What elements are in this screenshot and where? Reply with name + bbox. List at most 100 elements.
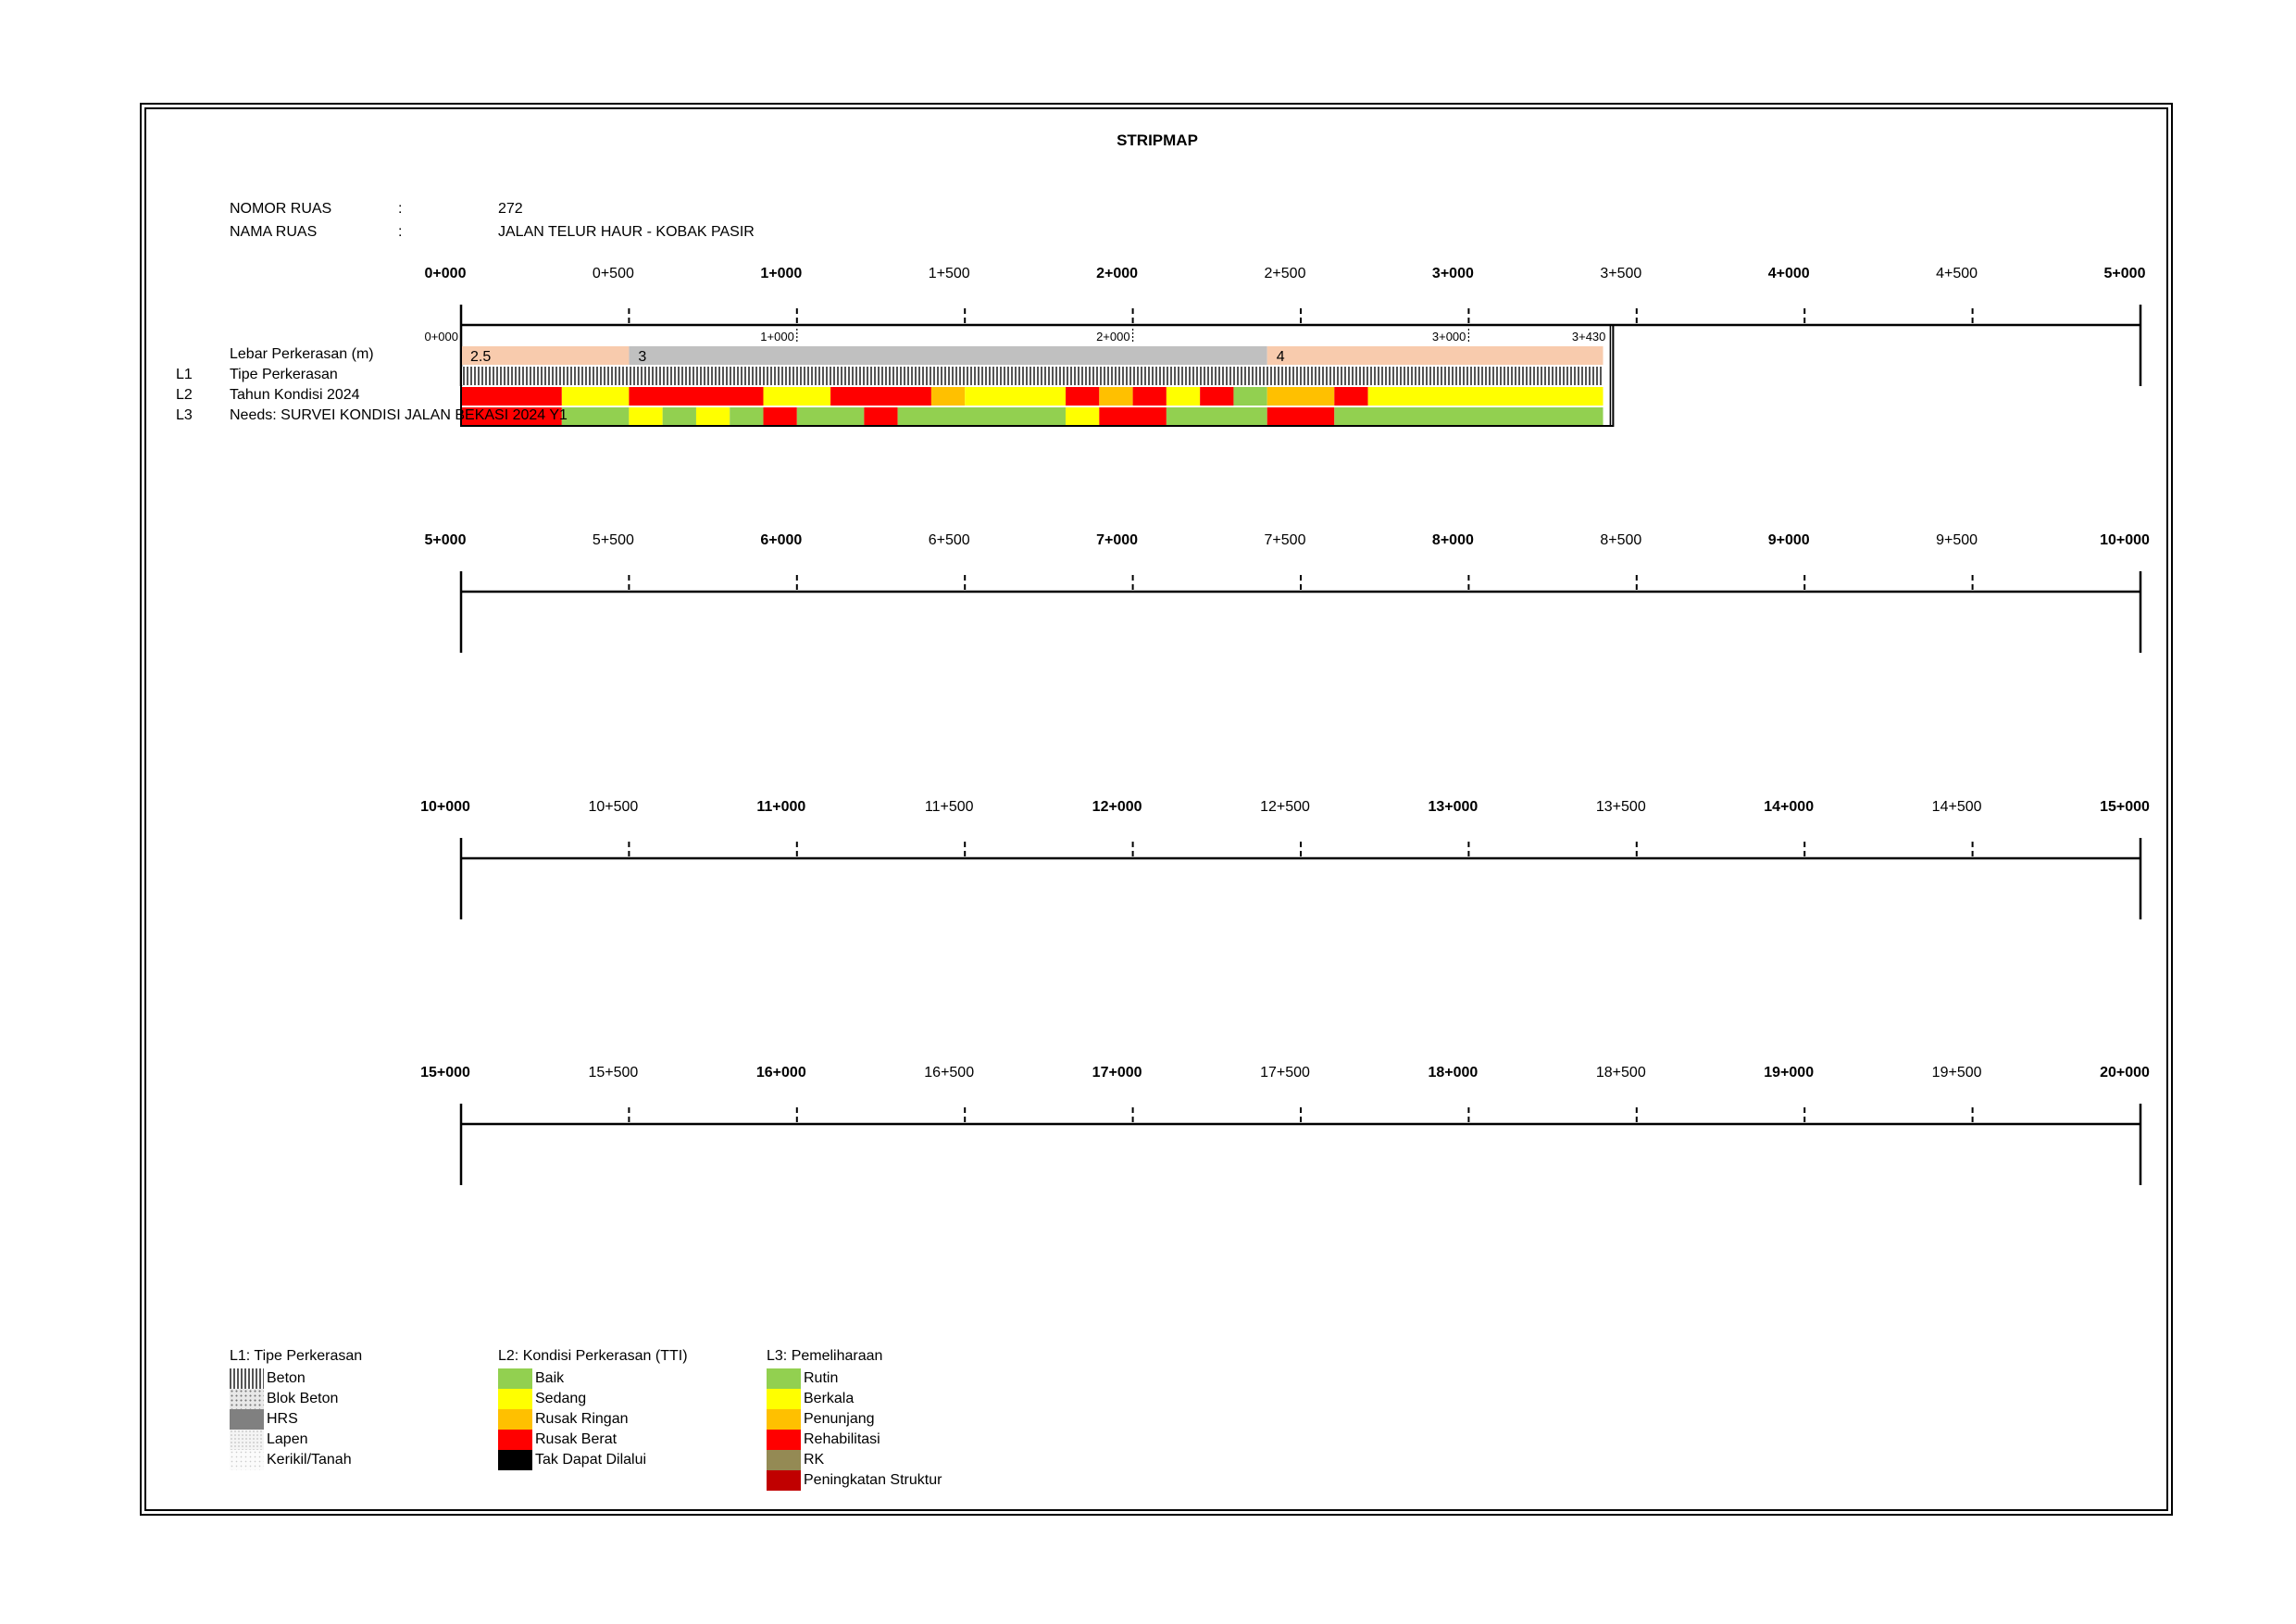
legend-swatch: [767, 1470, 801, 1491]
legend-label: Tak Dapat Dilalui: [535, 1452, 647, 1468]
legend-swatch: [767, 1368, 801, 1389]
legend-label: Rehabilitasi: [804, 1431, 880, 1447]
legend-label: Berkala: [804, 1391, 855, 1406]
l2-segment: [930, 387, 966, 406]
lebar-segment: [629, 346, 1267, 365]
l3-segment: [1066, 407, 1100, 426]
lebar-segment: [461, 346, 630, 365]
major-tick-label: 9+000: [1768, 532, 1810, 548]
l2-segment: [1233, 387, 1267, 406]
legend-swatch: [767, 1430, 801, 1450]
page-border-inner: [144, 107, 2168, 1511]
lebar-value-label: 3: [638, 349, 646, 365]
nama-ruas-label: NAMA RUAS: [230, 224, 318, 240]
lebar-value-label: 2.5: [470, 349, 491, 365]
major-tick-label: 11+000: [756, 799, 805, 815]
legend-l1-title: L1: Tipe Perkerasan: [230, 1348, 363, 1364]
segment-scale-label: 3+430: [1572, 330, 1606, 344]
row-code-l2: L2: [176, 387, 193, 403]
legend-label: Beton: [267, 1370, 306, 1386]
legend-swatch: [230, 1389, 264, 1409]
major-tick-label: 19+000: [1764, 1065, 1814, 1081]
nama-ruas-separator: :: [398, 224, 403, 240]
l3-segment: [730, 407, 764, 426]
minor-tick-label: 7+500: [1265, 532, 1306, 548]
scale-row-3: 10+000 11+000 12+000 13+000 14+000 15+000 10+5…: [420, 799, 2150, 919]
legend-item: HRS: [230, 1409, 461, 1430]
legend-item: Rutin: [767, 1368, 998, 1389]
l3-segment: [461, 407, 562, 426]
l2-segment: [1066, 387, 1100, 406]
legend-item: Blok Beton: [230, 1389, 461, 1409]
major-tick-label: 15+000: [2100, 799, 2150, 815]
legend-item: Rusak Berat: [498, 1430, 730, 1450]
major-tick-label: 15+000: [420, 1065, 470, 1081]
segment-scale-label: 0+000: [424, 330, 458, 344]
l3-segment: [897, 407, 1067, 426]
major-tick-label: 3+000: [1432, 266, 1474, 281]
legend-label: Baik: [535, 1370, 565, 1386]
segment-scale-label: 1+000: [760, 330, 794, 344]
minor-tick-label: 4+500: [1936, 266, 1978, 281]
legend-item: Beton: [230, 1368, 461, 1389]
l2-segment: [830, 387, 931, 406]
minor-tick-label: 6+500: [929, 532, 970, 548]
legend-label: HRS: [267, 1411, 298, 1427]
minor-tick-label: 3+500: [1600, 266, 1641, 281]
major-tick-label: 2+000: [1096, 266, 1138, 281]
l3-segment: [796, 407, 865, 426]
major-tick-label: 5+000: [2104, 266, 2146, 281]
nomor-ruas-separator: :: [398, 201, 403, 217]
legend-item: Rehabilitasi: [767, 1430, 998, 1450]
minor-tick-label: 13+500: [1596, 799, 1646, 815]
nama-ruas-value: JALAN TELUR HAUR - KOBAK PASIR: [498, 224, 755, 240]
legend-label: Rusak Berat: [535, 1431, 618, 1447]
legend-label: Kerikil/Tanah: [267, 1452, 352, 1468]
legend-label: Lapen: [267, 1431, 308, 1447]
legend-swatch: [498, 1430, 532, 1450]
row-label-l3: Needs: SURVEI KONDISI JALAN BEKASI 2024 …: [230, 407, 568, 423]
legend-label: Blok Beton: [267, 1391, 339, 1406]
legend-item: Rusak Ringan: [498, 1409, 730, 1430]
l2-segment: [1334, 387, 1368, 406]
minor-tick-label: 2+500: [1265, 266, 1306, 281]
minor-tick-label: 9+500: [1936, 532, 1978, 548]
lebar-segment: [1267, 346, 1603, 365]
legend-swatch: [767, 1450, 801, 1470]
legend-swatch: [230, 1430, 264, 1450]
page-title: STRIPMAP: [1117, 131, 1198, 149]
legend-swatch: [767, 1389, 801, 1409]
minor-tick-label: 5+500: [593, 532, 634, 548]
l3-segment: [1334, 407, 1603, 426]
minor-tick-label: 19+500: [1932, 1065, 1982, 1081]
segment-scale-label: 2+000: [1096, 330, 1130, 344]
minor-tick-label: 11+500: [925, 799, 974, 815]
major-tick-label: 18+000: [1428, 1065, 1478, 1081]
minor-tick-label: 16+500: [924, 1065, 974, 1081]
legend-swatch: [767, 1409, 801, 1430]
nomor-ruas-label: NOMOR RUAS: [230, 201, 332, 217]
l3-segment: [662, 407, 696, 426]
l2-segment: [461, 387, 562, 406]
legend-swatch: [498, 1389, 532, 1409]
legend-item: Penunjang: [767, 1409, 998, 1430]
row-label-lebar: Lebar Perkerasan (m): [230, 346, 374, 362]
major-tick-label: 4+000: [1768, 266, 1810, 281]
l3-segment: [763, 407, 797, 426]
major-tick-label: 10+000: [420, 799, 470, 815]
legend-item: RK: [767, 1450, 998, 1470]
minor-tick-label: 17+500: [1260, 1065, 1310, 1081]
legend-item: Lapen: [230, 1430, 461, 1450]
legend-swatch: [498, 1409, 532, 1430]
legend-label: Peningkatan Struktur: [804, 1472, 942, 1488]
major-tick-label: 12+000: [1092, 799, 1142, 815]
legend-item: Baik: [498, 1368, 730, 1389]
legend-label: Sedang: [535, 1391, 587, 1406]
segment-scale-label: 3+000: [1432, 330, 1466, 344]
major-tick-label: 7+000: [1096, 532, 1138, 548]
legend-label: Penunjang: [804, 1411, 875, 1427]
legend-item: Kerikil/Tanah: [230, 1450, 461, 1470]
l3-segment: [561, 407, 630, 426]
nomor-ruas-value: 272: [498, 201, 523, 217]
